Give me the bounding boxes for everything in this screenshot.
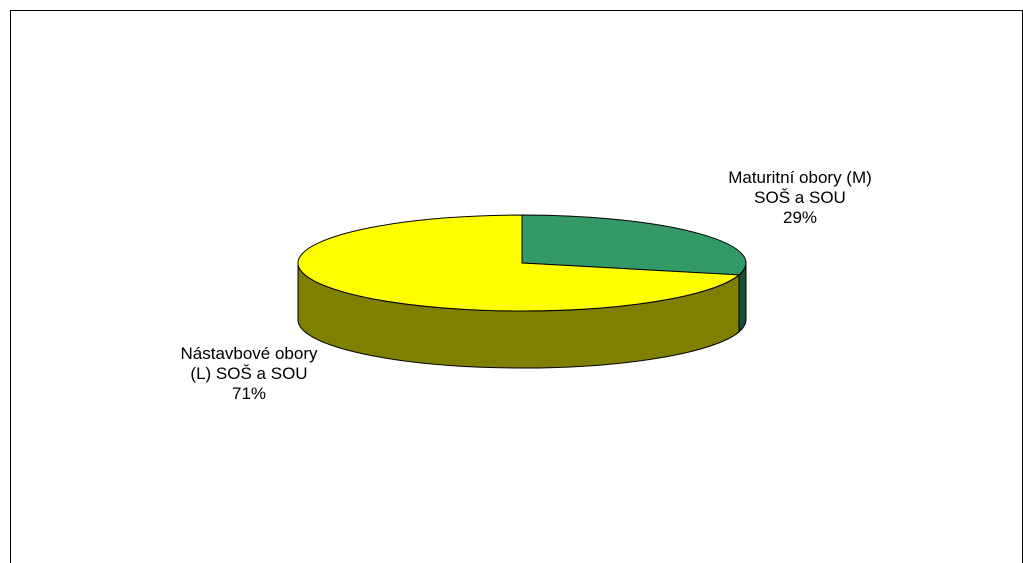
pie-slice-1 <box>297 214 741 312</box>
slice-label-nastavbove: Nástavbové obory (L) SOŠ a SOU 71% <box>180 344 317 404</box>
slice-label-maturitni-line2: SOŠ a SOU <box>754 188 846 207</box>
pie-tops <box>297 214 747 312</box>
slice-value-nastavbove: 71% <box>231 384 267 403</box>
slice-label-maturitni-line1: Maturitní obory (M) <box>728 168 872 187</box>
slice-label-nastavbove-line2: (L) SOŠ a SOU <box>190 364 308 383</box>
slice-label-nastavbove-line1: Nástavbové obory <box>180 344 318 363</box>
pie-slice-0 <box>521 214 747 276</box>
slice-value-maturitni: 29% <box>782 208 818 227</box>
slice-label-maturitni: Maturitní obory (M) SOŠ a SOU 29% <box>728 168 872 228</box>
